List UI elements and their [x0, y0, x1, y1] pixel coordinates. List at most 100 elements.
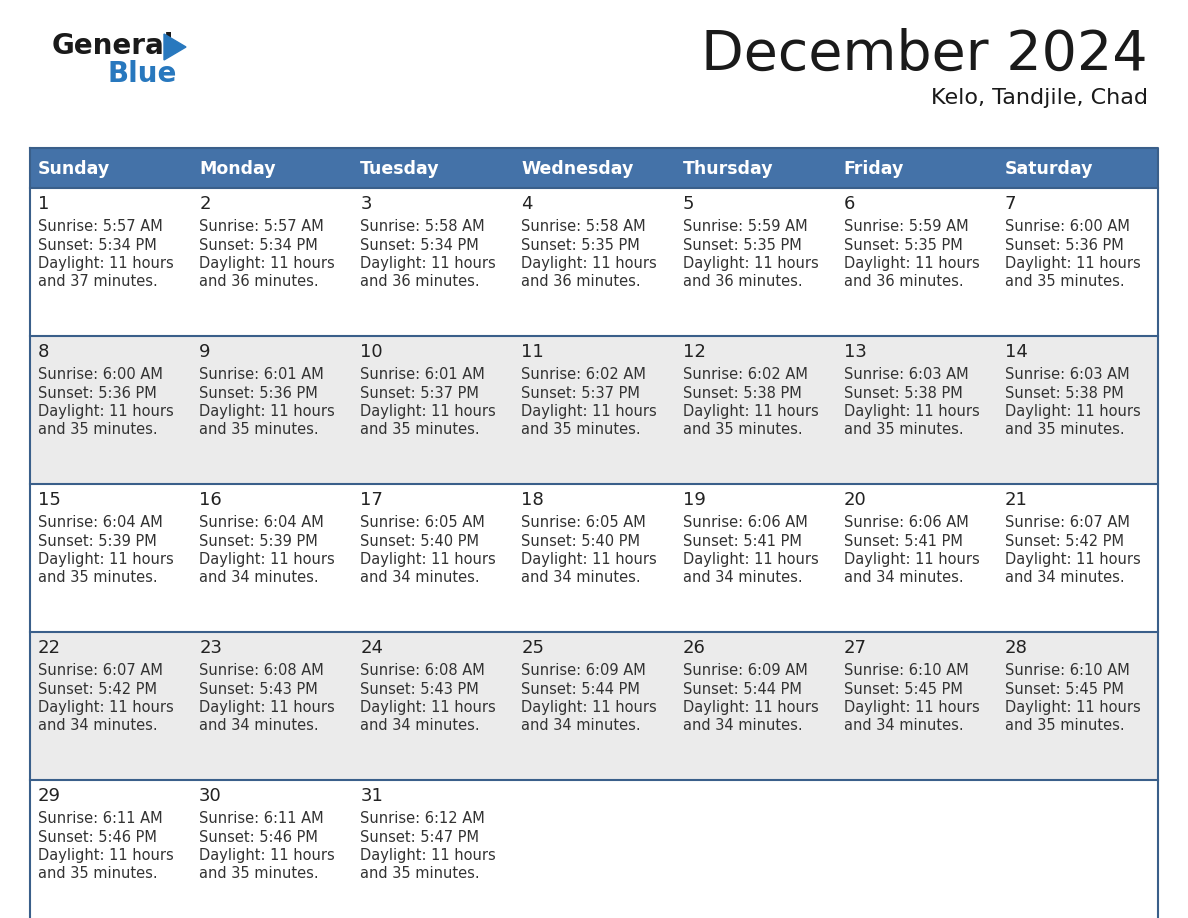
- Text: Sunset: 5:35 PM: Sunset: 5:35 PM: [683, 238, 802, 252]
- Text: 18: 18: [522, 491, 544, 509]
- Text: and 35 minutes.: and 35 minutes.: [38, 570, 158, 586]
- Text: Sunset: 5:37 PM: Sunset: 5:37 PM: [360, 386, 479, 400]
- Text: Wednesday: Wednesday: [522, 160, 634, 178]
- Text: 25: 25: [522, 639, 544, 657]
- Text: Daylight: 11 hours: Daylight: 11 hours: [38, 848, 173, 863]
- Text: Daylight: 11 hours: Daylight: 11 hours: [522, 256, 657, 271]
- Text: Sunrise: 6:00 AM: Sunrise: 6:00 AM: [38, 367, 163, 382]
- Text: Sunset: 5:45 PM: Sunset: 5:45 PM: [843, 681, 962, 697]
- Text: Sunrise: 6:02 AM: Sunrise: 6:02 AM: [683, 367, 808, 382]
- Text: Daylight: 11 hours: Daylight: 11 hours: [38, 700, 173, 715]
- Text: Sunrise: 5:58 AM: Sunrise: 5:58 AM: [522, 219, 646, 234]
- Text: Daylight: 11 hours: Daylight: 11 hours: [200, 404, 335, 419]
- Text: Daylight: 11 hours: Daylight: 11 hours: [200, 848, 335, 863]
- Text: Sunrise: 5:59 AM: Sunrise: 5:59 AM: [683, 219, 807, 234]
- Text: 3: 3: [360, 195, 372, 213]
- Text: 24: 24: [360, 639, 384, 657]
- Text: Sunset: 5:42 PM: Sunset: 5:42 PM: [1005, 533, 1124, 548]
- Text: Daylight: 11 hours: Daylight: 11 hours: [38, 404, 173, 419]
- Text: and 35 minutes.: and 35 minutes.: [522, 422, 642, 438]
- Text: 29: 29: [38, 787, 61, 805]
- Text: Sunrise: 6:11 AM: Sunrise: 6:11 AM: [38, 811, 163, 826]
- Text: and 35 minutes.: and 35 minutes.: [1005, 274, 1125, 289]
- Text: and 35 minutes.: and 35 minutes.: [360, 422, 480, 438]
- Text: General: General: [52, 32, 175, 60]
- Text: 27: 27: [843, 639, 867, 657]
- Text: Sunset: 5:36 PM: Sunset: 5:36 PM: [1005, 238, 1124, 252]
- Text: Saturday: Saturday: [1005, 160, 1093, 178]
- Text: Kelo, Tandjile, Chad: Kelo, Tandjile, Chad: [931, 88, 1148, 108]
- Text: Friday: Friday: [843, 160, 904, 178]
- Text: and 35 minutes.: and 35 minutes.: [38, 422, 158, 438]
- Text: 23: 23: [200, 639, 222, 657]
- Text: and 34 minutes.: and 34 minutes.: [360, 570, 480, 586]
- Text: 12: 12: [683, 343, 706, 361]
- Text: and 36 minutes.: and 36 minutes.: [683, 274, 802, 289]
- Text: and 34 minutes.: and 34 minutes.: [683, 719, 802, 733]
- Bar: [30, 188, 1158, 336]
- Text: Sunrise: 6:03 AM: Sunrise: 6:03 AM: [1005, 367, 1130, 382]
- Text: Sunset: 5:39 PM: Sunset: 5:39 PM: [200, 533, 318, 548]
- Text: Daylight: 11 hours: Daylight: 11 hours: [1005, 552, 1140, 567]
- Text: Daylight: 11 hours: Daylight: 11 hours: [360, 700, 497, 715]
- Text: 10: 10: [360, 343, 383, 361]
- Text: Sunrise: 6:07 AM: Sunrise: 6:07 AM: [38, 663, 163, 678]
- Text: and 35 minutes.: and 35 minutes.: [200, 422, 318, 438]
- Text: Daylight: 11 hours: Daylight: 11 hours: [522, 404, 657, 419]
- Text: and 35 minutes.: and 35 minutes.: [843, 422, 963, 438]
- Text: and 35 minutes.: and 35 minutes.: [1005, 719, 1125, 733]
- Text: Sunrise: 6:11 AM: Sunrise: 6:11 AM: [200, 811, 324, 826]
- Text: and 34 minutes.: and 34 minutes.: [200, 570, 318, 586]
- Text: and 36 minutes.: and 36 minutes.: [522, 274, 642, 289]
- Text: Sunset: 5:38 PM: Sunset: 5:38 PM: [683, 386, 802, 400]
- Text: Sunset: 5:40 PM: Sunset: 5:40 PM: [522, 533, 640, 548]
- Text: and 34 minutes.: and 34 minutes.: [38, 719, 158, 733]
- Text: Sunset: 5:41 PM: Sunset: 5:41 PM: [683, 533, 802, 548]
- Text: Sunset: 5:43 PM: Sunset: 5:43 PM: [200, 681, 318, 697]
- Text: 31: 31: [360, 787, 384, 805]
- Text: and 35 minutes.: and 35 minutes.: [683, 422, 802, 438]
- Text: Sunset: 5:36 PM: Sunset: 5:36 PM: [38, 386, 157, 400]
- Text: December 2024: December 2024: [701, 28, 1148, 82]
- Text: Sunset: 5:34 PM: Sunset: 5:34 PM: [360, 238, 479, 252]
- Text: and 35 minutes.: and 35 minutes.: [200, 867, 318, 881]
- Text: and 36 minutes.: and 36 minutes.: [360, 274, 480, 289]
- Text: and 37 minutes.: and 37 minutes.: [38, 274, 158, 289]
- Text: Daylight: 11 hours: Daylight: 11 hours: [1005, 700, 1140, 715]
- Text: Sunday: Sunday: [38, 160, 110, 178]
- Text: Sunrise: 6:09 AM: Sunrise: 6:09 AM: [522, 663, 646, 678]
- Text: Daylight: 11 hours: Daylight: 11 hours: [360, 256, 497, 271]
- Text: 5: 5: [683, 195, 694, 213]
- Text: and 34 minutes.: and 34 minutes.: [843, 719, 963, 733]
- Text: Sunset: 5:41 PM: Sunset: 5:41 PM: [843, 533, 962, 548]
- Text: 21: 21: [1005, 491, 1028, 509]
- Text: 14: 14: [1005, 343, 1028, 361]
- Text: Sunset: 5:44 PM: Sunset: 5:44 PM: [683, 681, 802, 697]
- Bar: [30, 632, 1158, 780]
- Text: Sunset: 5:46 PM: Sunset: 5:46 PM: [200, 830, 318, 845]
- Text: and 36 minutes.: and 36 minutes.: [200, 274, 318, 289]
- Text: 4: 4: [522, 195, 533, 213]
- Text: 20: 20: [843, 491, 866, 509]
- Text: Daylight: 11 hours: Daylight: 11 hours: [360, 848, 497, 863]
- Text: Daylight: 11 hours: Daylight: 11 hours: [843, 404, 979, 419]
- Text: 17: 17: [360, 491, 384, 509]
- Text: Sunset: 5:40 PM: Sunset: 5:40 PM: [360, 533, 479, 548]
- Text: and 34 minutes.: and 34 minutes.: [683, 570, 802, 586]
- Text: Sunset: 5:37 PM: Sunset: 5:37 PM: [522, 386, 640, 400]
- Text: Daylight: 11 hours: Daylight: 11 hours: [683, 700, 819, 715]
- Text: and 36 minutes.: and 36 minutes.: [843, 274, 963, 289]
- Text: Sunset: 5:46 PM: Sunset: 5:46 PM: [38, 830, 157, 845]
- Text: Sunset: 5:45 PM: Sunset: 5:45 PM: [1005, 681, 1124, 697]
- Text: Sunset: 5:34 PM: Sunset: 5:34 PM: [200, 238, 318, 252]
- Text: Sunrise: 5:57 AM: Sunrise: 5:57 AM: [200, 219, 324, 234]
- Text: Monday: Monday: [200, 160, 276, 178]
- Text: Sunrise: 6:06 AM: Sunrise: 6:06 AM: [843, 515, 968, 530]
- Bar: [30, 780, 1158, 918]
- Text: Daylight: 11 hours: Daylight: 11 hours: [38, 552, 173, 567]
- Text: 22: 22: [38, 639, 61, 657]
- Text: 26: 26: [683, 639, 706, 657]
- Text: Sunrise: 6:01 AM: Sunrise: 6:01 AM: [200, 367, 324, 382]
- Text: 13: 13: [843, 343, 866, 361]
- Text: and 35 minutes.: and 35 minutes.: [360, 867, 480, 881]
